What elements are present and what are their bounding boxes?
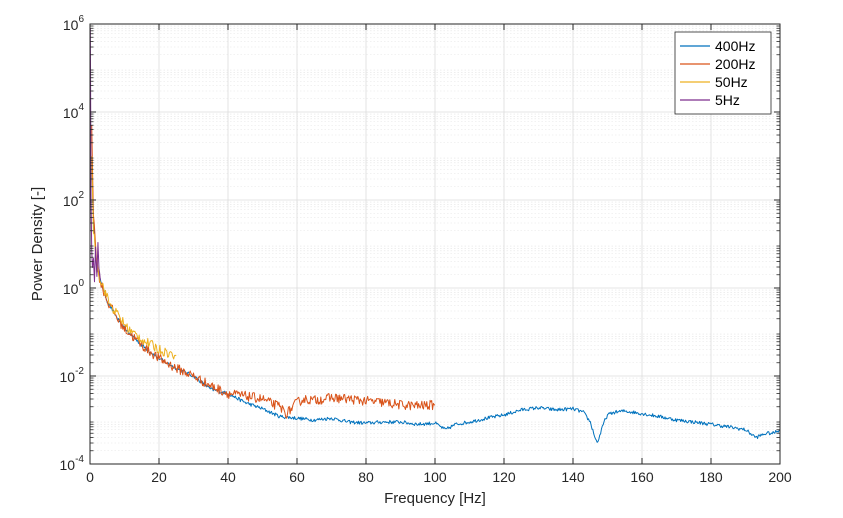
x-tick-label: 160: [630, 469, 654, 485]
grid: [90, 24, 780, 464]
legend-label: 50Hz: [715, 74, 748, 90]
x-tick-label: 0: [86, 469, 94, 485]
y-tick-label: 102: [63, 190, 85, 209]
legend-label: 200Hz: [715, 56, 755, 72]
ticks: [89, 23, 781, 465]
y-tick-label: 100: [63, 278, 85, 297]
x-tick-label: 140: [561, 469, 585, 485]
y-axis-label: Power Density [-]: [29, 187, 46, 301]
y-tick-labels: 10-4 10-2 100 102 104 106: [60, 14, 85, 473]
series-line-5hz: [89, 28, 101, 283]
series-layer: [89, 28, 781, 443]
legend: 400Hz 200Hz 50Hz 5Hz: [674, 31, 772, 115]
series-line-50hz: [91, 155, 177, 360]
x-tick-label: 20: [151, 469, 167, 485]
x-tick-label: 60: [289, 469, 305, 485]
x-tick-label: 120: [492, 469, 516, 485]
x-tick-label: 200: [768, 469, 792, 485]
y-tick-label: 104: [63, 102, 85, 121]
x-tick-labels: 0 20 40 60 80 100 120 140 160 180 200: [86, 469, 792, 485]
x-tick-label: 40: [220, 469, 236, 485]
y-tick-label: 106: [63, 14, 85, 33]
legend-label: 400Hz: [715, 38, 755, 54]
x-axis-label: Frequency [Hz]: [384, 490, 486, 507]
legend-label: 5Hz: [715, 92, 740, 108]
x-tick-label: 100: [423, 469, 447, 485]
y-tick-label: 10-2: [60, 366, 85, 385]
x-tick-label: 80: [358, 469, 374, 485]
series-line-200hz: [91, 125, 435, 419]
y-tick-label: 10-4: [60, 454, 85, 473]
x-tick-label: 180: [699, 469, 723, 485]
